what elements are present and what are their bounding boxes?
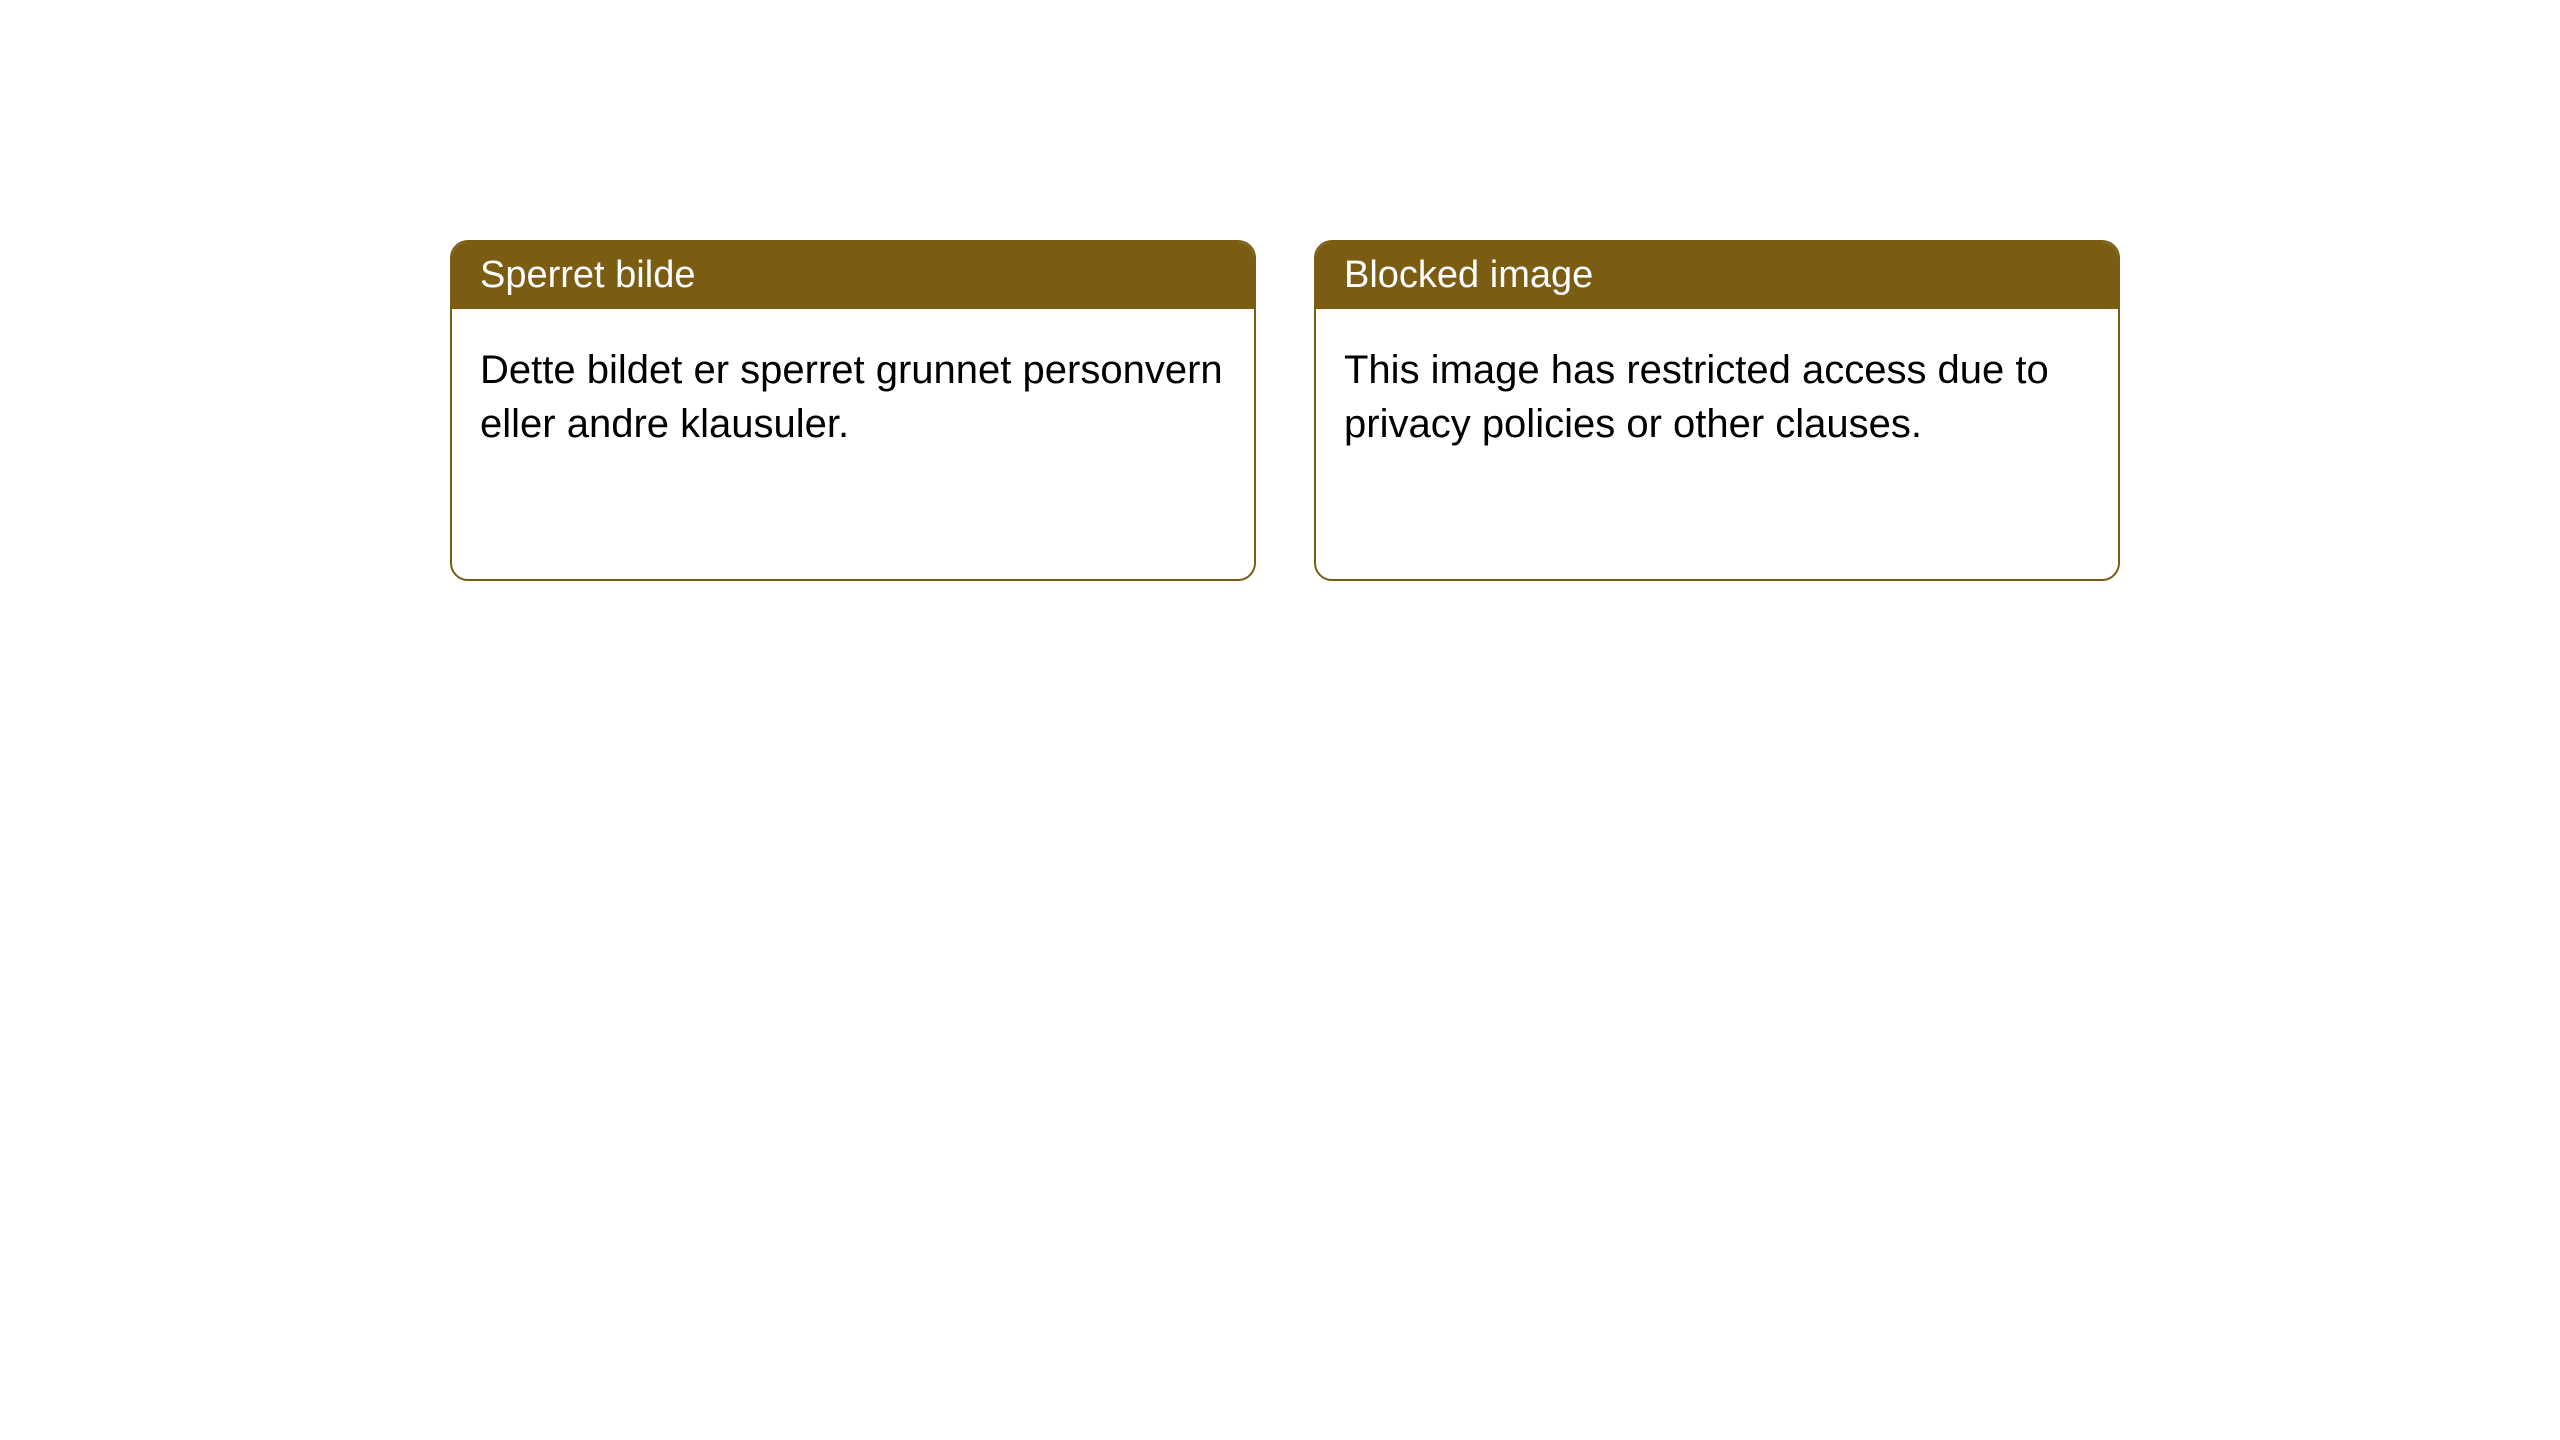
notice-card-english: Blocked image This image has restricted … — [1314, 240, 2120, 581]
card-header: Blocked image — [1316, 242, 2118, 309]
card-body-text: This image has restricted access due to … — [1344, 348, 2049, 446]
card-body-text: Dette bildet er sperret grunnet personve… — [480, 348, 1223, 446]
notice-card-norwegian: Sperret bilde Dette bildet er sperret gr… — [450, 240, 1256, 581]
card-header: Sperret bilde — [452, 242, 1254, 309]
card-body: Dette bildet er sperret grunnet personve… — [452, 309, 1254, 579]
card-body: This image has restricted access due to … — [1316, 309, 2118, 579]
card-title: Blocked image — [1344, 254, 1593, 296]
card-title: Sperret bilde — [480, 254, 695, 296]
notice-container: Sperret bilde Dette bildet er sperret gr… — [450, 240, 2120, 581]
